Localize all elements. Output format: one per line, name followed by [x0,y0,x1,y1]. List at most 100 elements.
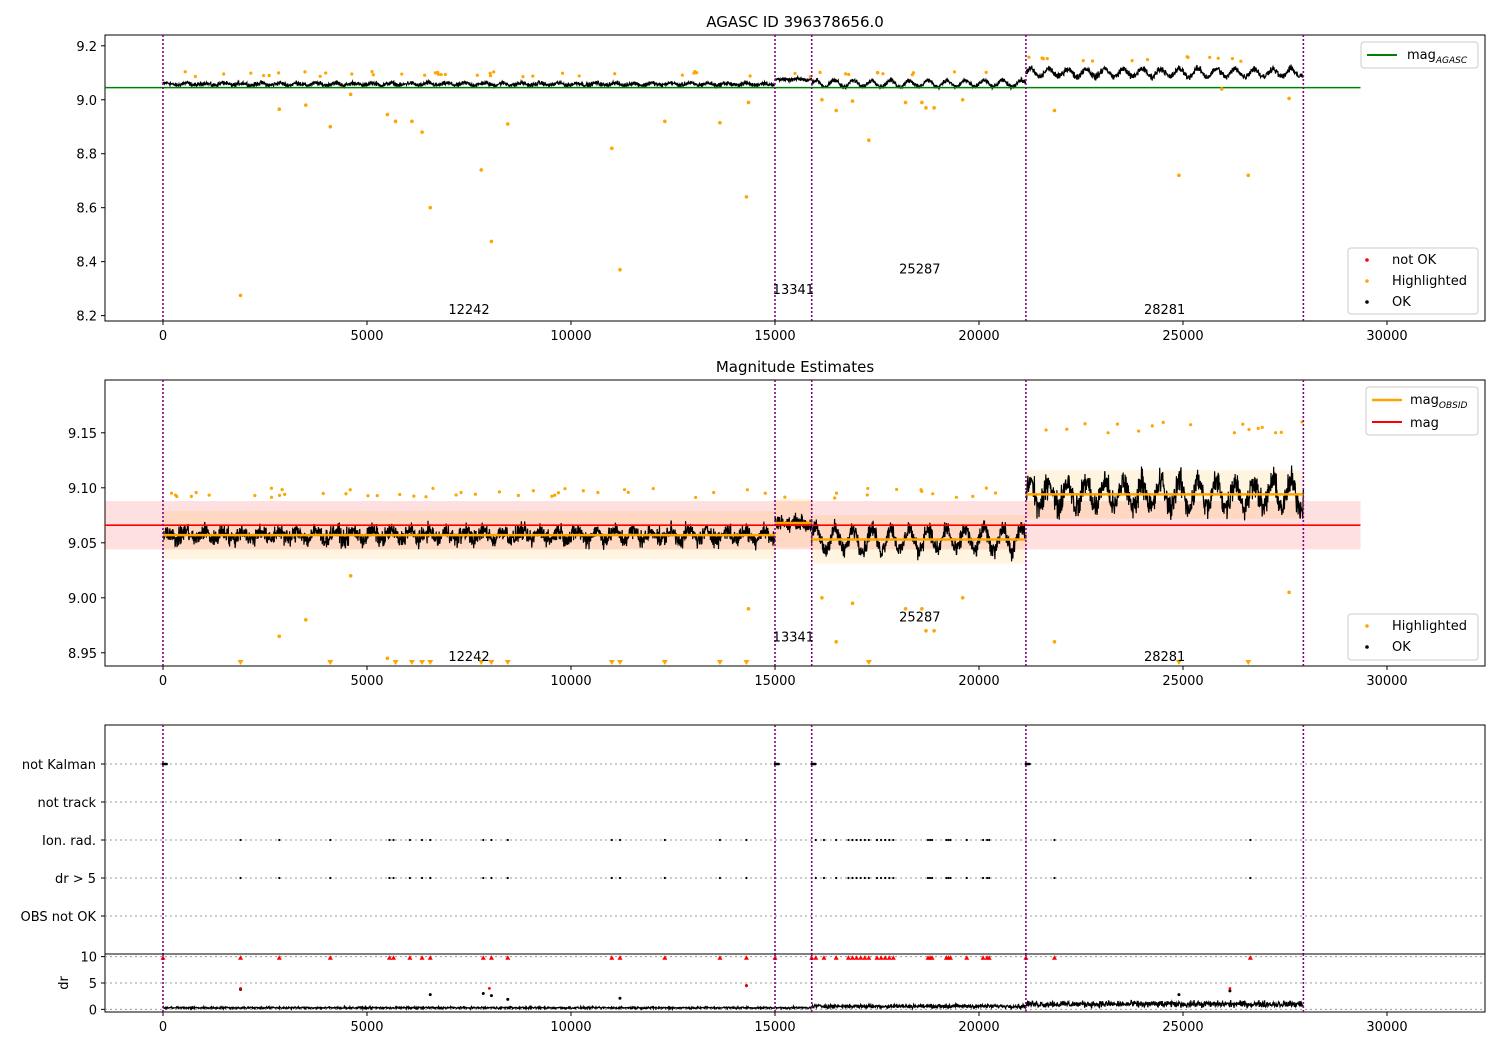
highlighted-point [1130,59,1134,63]
highlighted-point [847,72,851,77]
ion-rad-point [718,838,722,842]
flag-category-label: not track [37,796,96,811]
highlighted-point [718,120,722,125]
ion-rad-point [408,838,411,842]
dr-gt-5-point [814,876,817,880]
highlighted-point [1230,57,1235,61]
agasc-legend-upper: magAGASC [1360,41,1479,69]
highlighted-point [348,488,352,492]
ion-rad-point [814,838,817,842]
x-tick-label: 0 [159,329,167,344]
ion-rad-point [981,838,985,842]
ok-points [1025,64,1304,81]
ok-points [1025,465,1304,521]
highlighted-point [850,99,855,103]
highlighted-point [745,488,749,492]
dr-panel-axes: 0 5000 10000 15000 20000 25000 30000 0 5 10 [80,951,1407,1035]
dr-gt-5-point [867,876,870,880]
highlighted-point [370,70,374,74]
highlighted-point [400,72,404,76]
dr-gt-5-point [490,876,493,880]
dr-panel: 0 5000 10000 15000 20000 25000 30000 0 5 10 dr [57,951,1486,1035]
highlighted-point [423,73,427,77]
highlighted-point [304,103,308,107]
highlighted-point [820,97,824,102]
not-ok-marker [833,955,839,960]
obsid-label: 12242 [448,303,489,318]
ion-rad-point [392,838,395,842]
dr-outlier-point [1177,993,1181,997]
dr-outlier-point [618,996,622,1000]
ion-rad-point [859,838,862,842]
highlighted-point [1273,431,1278,435]
not-kalman-point [165,762,168,766]
not-ok-marker [850,955,856,960]
dr-gt-5-point [859,876,862,880]
ion-rad-point [490,838,493,842]
obsid-label: 28281 [1144,303,1185,318]
not-ok-marker [866,955,872,960]
dr-gt-5-point [822,876,826,880]
highlighted-point [924,629,928,633]
dr-gt-5-point [392,876,395,880]
highlighted-point [431,486,435,491]
offscale-marker [716,660,723,665]
y-tick-label: 9.2 [76,40,97,55]
highlighted-point [881,72,885,76]
highlighted-point [497,490,502,494]
offscale-marker [408,660,415,665]
dr-gt-5-point [875,876,879,880]
highlighted-point [1150,424,1154,428]
legend-ok: OK [1392,295,1411,310]
highlighted-point [375,494,379,498]
dr-gt-5-point [926,876,930,880]
x-tick-label: 5000 [350,674,383,689]
highlighted-point [1287,590,1291,595]
offscale-marker [478,660,485,665]
highlighted-point [433,71,437,75]
highlighted-point [920,489,924,494]
not-ok-marker [662,955,668,960]
offscale-marker [327,660,334,665]
highlighted-point [328,124,333,129]
highlighted-point [1256,426,1260,431]
dr-gt-5-point [981,876,985,880]
ok-points [811,518,1027,562]
highlighted-point [1145,58,1150,62]
not-ok-marker [391,955,397,960]
x-tick-label: 10000 [550,1020,591,1035]
highlighted-point [903,607,908,611]
not-ok-marker [617,955,623,960]
highlighted-point [1232,431,1237,435]
highlighted-point [1106,431,1110,435]
highlighted-point [613,72,617,76]
not-ok-marker [980,955,986,960]
highlighted-point [834,640,838,644]
x-tick-label: 25000 [1162,1020,1203,1035]
highlighted-point [850,601,855,606]
flags-panel-data [105,725,1485,954]
ion-rad-point [965,838,968,842]
not-ok-marker [890,955,896,960]
dr-outlier-point [489,994,493,998]
ion-rad-point [618,838,622,842]
offscale-marker [661,660,668,665]
highlighted-point [618,267,622,272]
highlighted-point [183,70,187,74]
highlighted-point [1279,430,1283,435]
highlighted-point [1081,59,1085,63]
dr-gt-5-point [1053,876,1056,880]
offscale-marker [616,660,623,665]
ion-rad-point [949,838,952,842]
highlighted-point [267,73,271,78]
x-tick-label: 15000 [754,329,795,344]
highlighted-point [680,73,684,77]
highlighted-point [479,168,484,172]
not-ok-marker [480,955,486,960]
highlighted-point [834,108,838,113]
not-ok-marker [238,955,244,960]
dr-gt-5-point [847,876,850,880]
highlighted-point [1137,429,1141,433]
legend-not-ok: not OK [1392,253,1437,268]
dr-gt-5-point [718,876,722,880]
